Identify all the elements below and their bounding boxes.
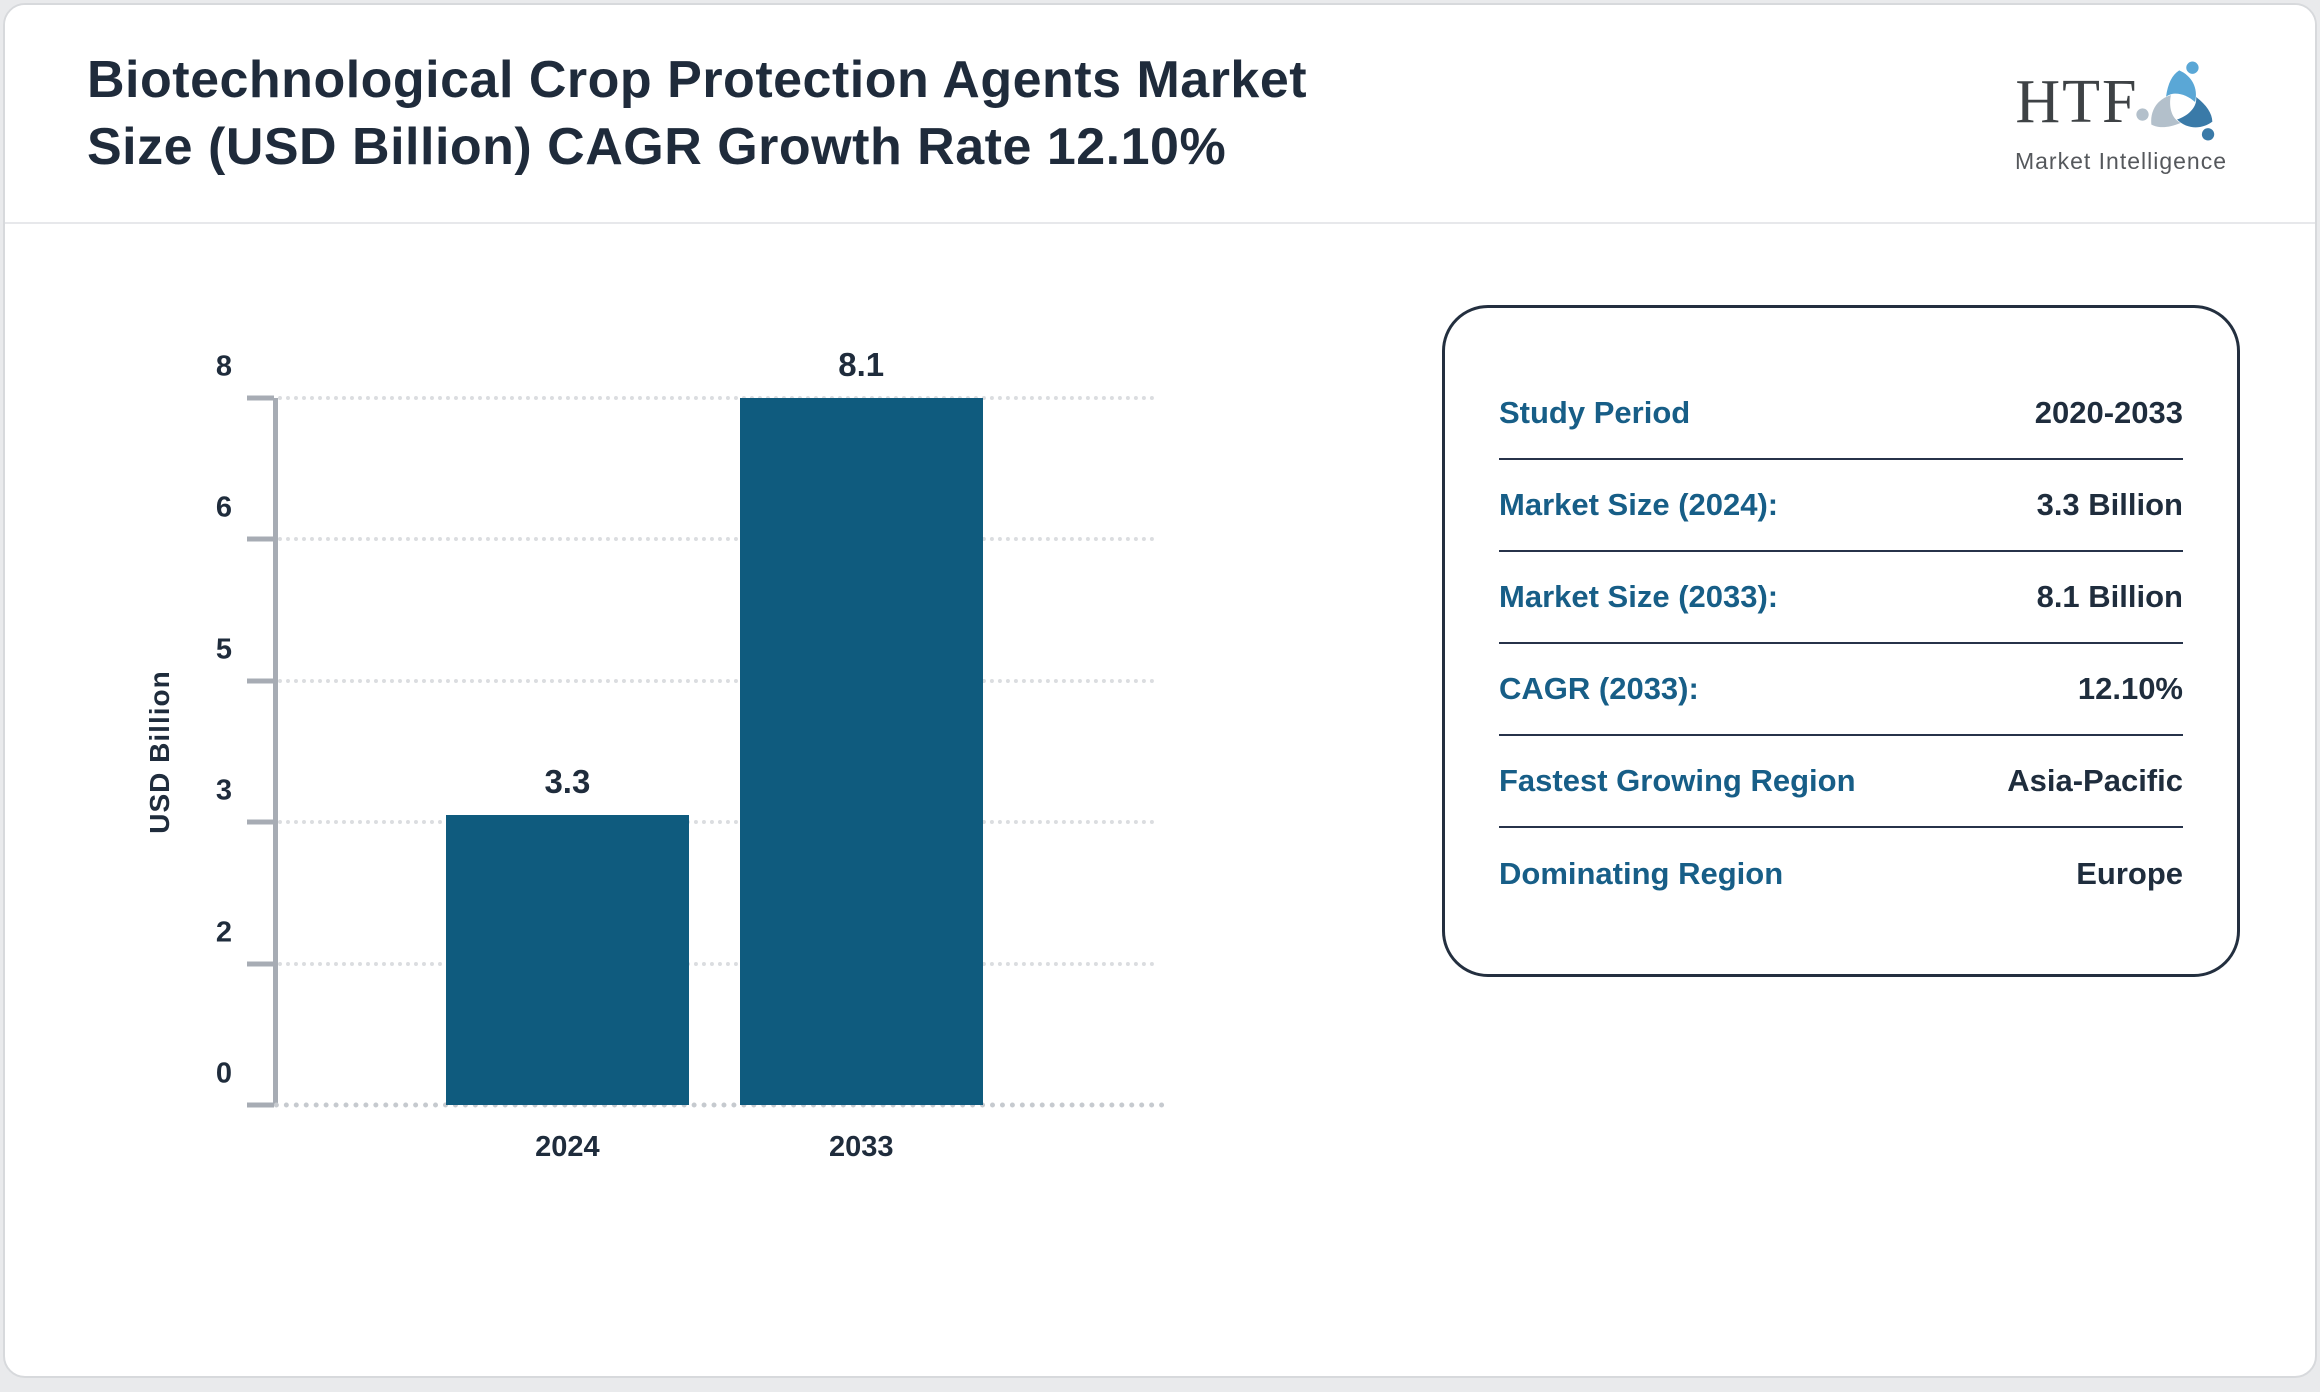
gridline bbox=[278, 396, 1155, 400]
y-axis-tick-label: 2 bbox=[215, 916, 232, 949]
brand-swirl-icon bbox=[2135, 61, 2214, 141]
y-axis-tick-label: 8 bbox=[215, 350, 232, 383]
panel-row-label: Market Size (2033): bbox=[1499, 579, 1779, 614]
y-axis-tick bbox=[247, 678, 274, 684]
panel-row: Market Size (2024): 3.3 Billion bbox=[1499, 460, 2183, 552]
header: Biotechnological Crop Protection Agents … bbox=[5, 5, 2315, 224]
panel-row-value: 12.10% bbox=[2077, 671, 2183, 706]
x-axis-category-label: 2024 bbox=[535, 1131, 600, 1163]
panel-row: CAGR (2033): 12.10% bbox=[1499, 644, 2183, 736]
page-title: Biotechnological Crop Protection Agents … bbox=[87, 47, 1307, 181]
y-axis-tick bbox=[247, 961, 274, 967]
y-axis-title: USD Billion bbox=[144, 670, 175, 834]
panel-row-label: Study Period bbox=[1499, 395, 1691, 430]
gridline bbox=[278, 537, 1155, 542]
gridline bbox=[278, 820, 1155, 825]
y-axis-tick-label: 3 bbox=[215, 774, 232, 807]
market-summary-panel: Study Period 2020-2033 Market Size (2024):… bbox=[1442, 305, 2240, 977]
brand-logo-row: HTF bbox=[2015, 58, 2226, 146]
y-axis-tick-label: 6 bbox=[215, 491, 232, 524]
y-axis-tick bbox=[247, 536, 274, 542]
panel-row-label: Dominating Region bbox=[1499, 856, 1784, 891]
panel-row: Study Period 2020-2033 bbox=[1499, 368, 2183, 460]
panel-row: Dominating Region Europe bbox=[1499, 828, 2183, 920]
panel-row-value: 8.1 Billion bbox=[2036, 579, 2183, 614]
page-title-line1: Biotechnological Crop Protection Agents … bbox=[87, 50, 1308, 109]
panel-row-value: 2020-2033 bbox=[2034, 395, 2183, 430]
y-axis-tick bbox=[247, 1102, 274, 1108]
y-axis-tick-label: 0 bbox=[215, 1057, 232, 1090]
bar-2024: 3.3 2024 bbox=[445, 763, 689, 1163]
gridline bbox=[278, 678, 1155, 683]
panel-row-label: CAGR (2033): bbox=[1499, 671, 1699, 706]
report-card: Biotechnological Crop Protection Agents … bbox=[3, 3, 2317, 1378]
panel-row-value: Asia-Pacific bbox=[2007, 763, 2183, 798]
bar-2033: 8.1 2033 bbox=[739, 346, 983, 1163]
x-axis-baseline bbox=[254, 1102, 1165, 1108]
gridline bbox=[278, 961, 1155, 966]
y-axis-tick bbox=[247, 395, 274, 401]
panel-row-value: Europe bbox=[2076, 856, 2183, 891]
panel-row-value: 3.3 Billion bbox=[2036, 487, 2183, 522]
brand-logo-subtitle: Market Intelligence bbox=[2014, 148, 2227, 174]
panel-row-label: Market Size (2024): bbox=[1499, 487, 1779, 522]
bar-value-label: 8.1 bbox=[838, 346, 885, 383]
panel-row: Market Size (2033): 8.1 Billion bbox=[1499, 552, 2183, 644]
y-axis-tick-label: 5 bbox=[215, 633, 232, 666]
bar-value-label: 3.3 bbox=[544, 763, 591, 801]
plot-area: 0 2 3 5 6 8 3.3 2024 8.1 2033 bbox=[216, 346, 1165, 1163]
x-axis-category-label: 2033 bbox=[828, 1131, 894, 1163]
panel-row: Fastest Growing Region Asia-Pacific bbox=[1499, 736, 2183, 828]
panel-row-label: Fastest Growing Region bbox=[1499, 763, 1856, 798]
brand-logo: HTF bbox=[2015, 58, 2227, 175]
page-title-line2: Size (USD Billion) CAGR Growth Rate 12.1… bbox=[87, 117, 1227, 176]
y-axis-tick bbox=[247, 819, 274, 825]
brand-logo-text: HTF bbox=[2015, 68, 2139, 136]
